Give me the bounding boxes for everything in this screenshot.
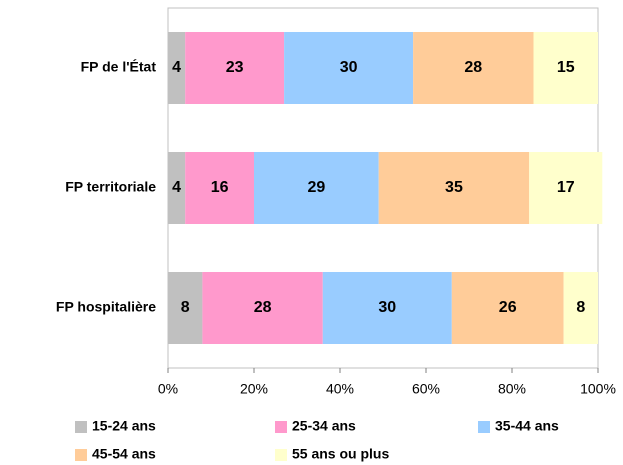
bar-segment bbox=[451, 272, 564, 344]
data-label: 15 bbox=[557, 59, 575, 76]
bar-segment bbox=[378, 152, 530, 224]
legend-label: 35-44 ans bbox=[495, 418, 559, 434]
bar-segment bbox=[168, 32, 186, 104]
data-label: 28 bbox=[464, 59, 482, 76]
legend-swatch bbox=[478, 421, 490, 433]
bar-segment bbox=[185, 152, 254, 224]
data-label: 17 bbox=[557, 179, 575, 196]
bar-segment bbox=[254, 152, 379, 224]
data-label: 8 bbox=[576, 299, 585, 316]
data-label: 30 bbox=[340, 59, 358, 76]
x-tick-label: 0% bbox=[158, 381, 178, 397]
legend-swatch bbox=[275, 421, 287, 433]
data-label: 23 bbox=[226, 59, 244, 76]
legend-label: 55 ans ou plus bbox=[292, 446, 389, 462]
legend-label: 45-54 ans bbox=[92, 446, 156, 462]
data-label: 16 bbox=[211, 179, 229, 196]
x-tick-label: 40% bbox=[326, 381, 354, 397]
data-label: 4 bbox=[172, 179, 181, 196]
data-label: 29 bbox=[307, 179, 325, 196]
category-label: FP de l'État bbox=[81, 59, 157, 75]
data-label: 26 bbox=[499, 299, 517, 316]
bar-segment bbox=[284, 32, 414, 104]
legend-swatch bbox=[75, 421, 87, 433]
bar-segment bbox=[529, 152, 603, 224]
data-label: 28 bbox=[254, 299, 272, 316]
data-label: 35 bbox=[445, 179, 463, 196]
x-tick-label: 60% bbox=[412, 381, 440, 397]
bar-segment bbox=[168, 152, 186, 224]
x-tick-label: 80% bbox=[498, 381, 526, 397]
x-tick-label: 100% bbox=[580, 381, 616, 397]
x-tick-label: 20% bbox=[240, 381, 268, 397]
legend-label: 25-34 ans bbox=[292, 418, 356, 434]
legend-swatch bbox=[75, 449, 87, 461]
category-label: FP hospitalière bbox=[56, 299, 156, 315]
bar-segment bbox=[413, 32, 534, 104]
bar-segment bbox=[563, 272, 598, 344]
legend-swatch bbox=[275, 449, 287, 461]
data-label: 30 bbox=[378, 299, 396, 316]
data-label: 4 bbox=[172, 59, 181, 76]
legend-label: 15-24 ans bbox=[92, 418, 156, 434]
bar-segment bbox=[533, 32, 598, 104]
bar-segment bbox=[322, 272, 452, 344]
bar-segment bbox=[168, 272, 203, 344]
bar-segment bbox=[185, 32, 285, 104]
data-label: 8 bbox=[181, 299, 190, 316]
category-label: FP territoriale bbox=[65, 179, 156, 195]
bar-segment bbox=[202, 272, 323, 344]
